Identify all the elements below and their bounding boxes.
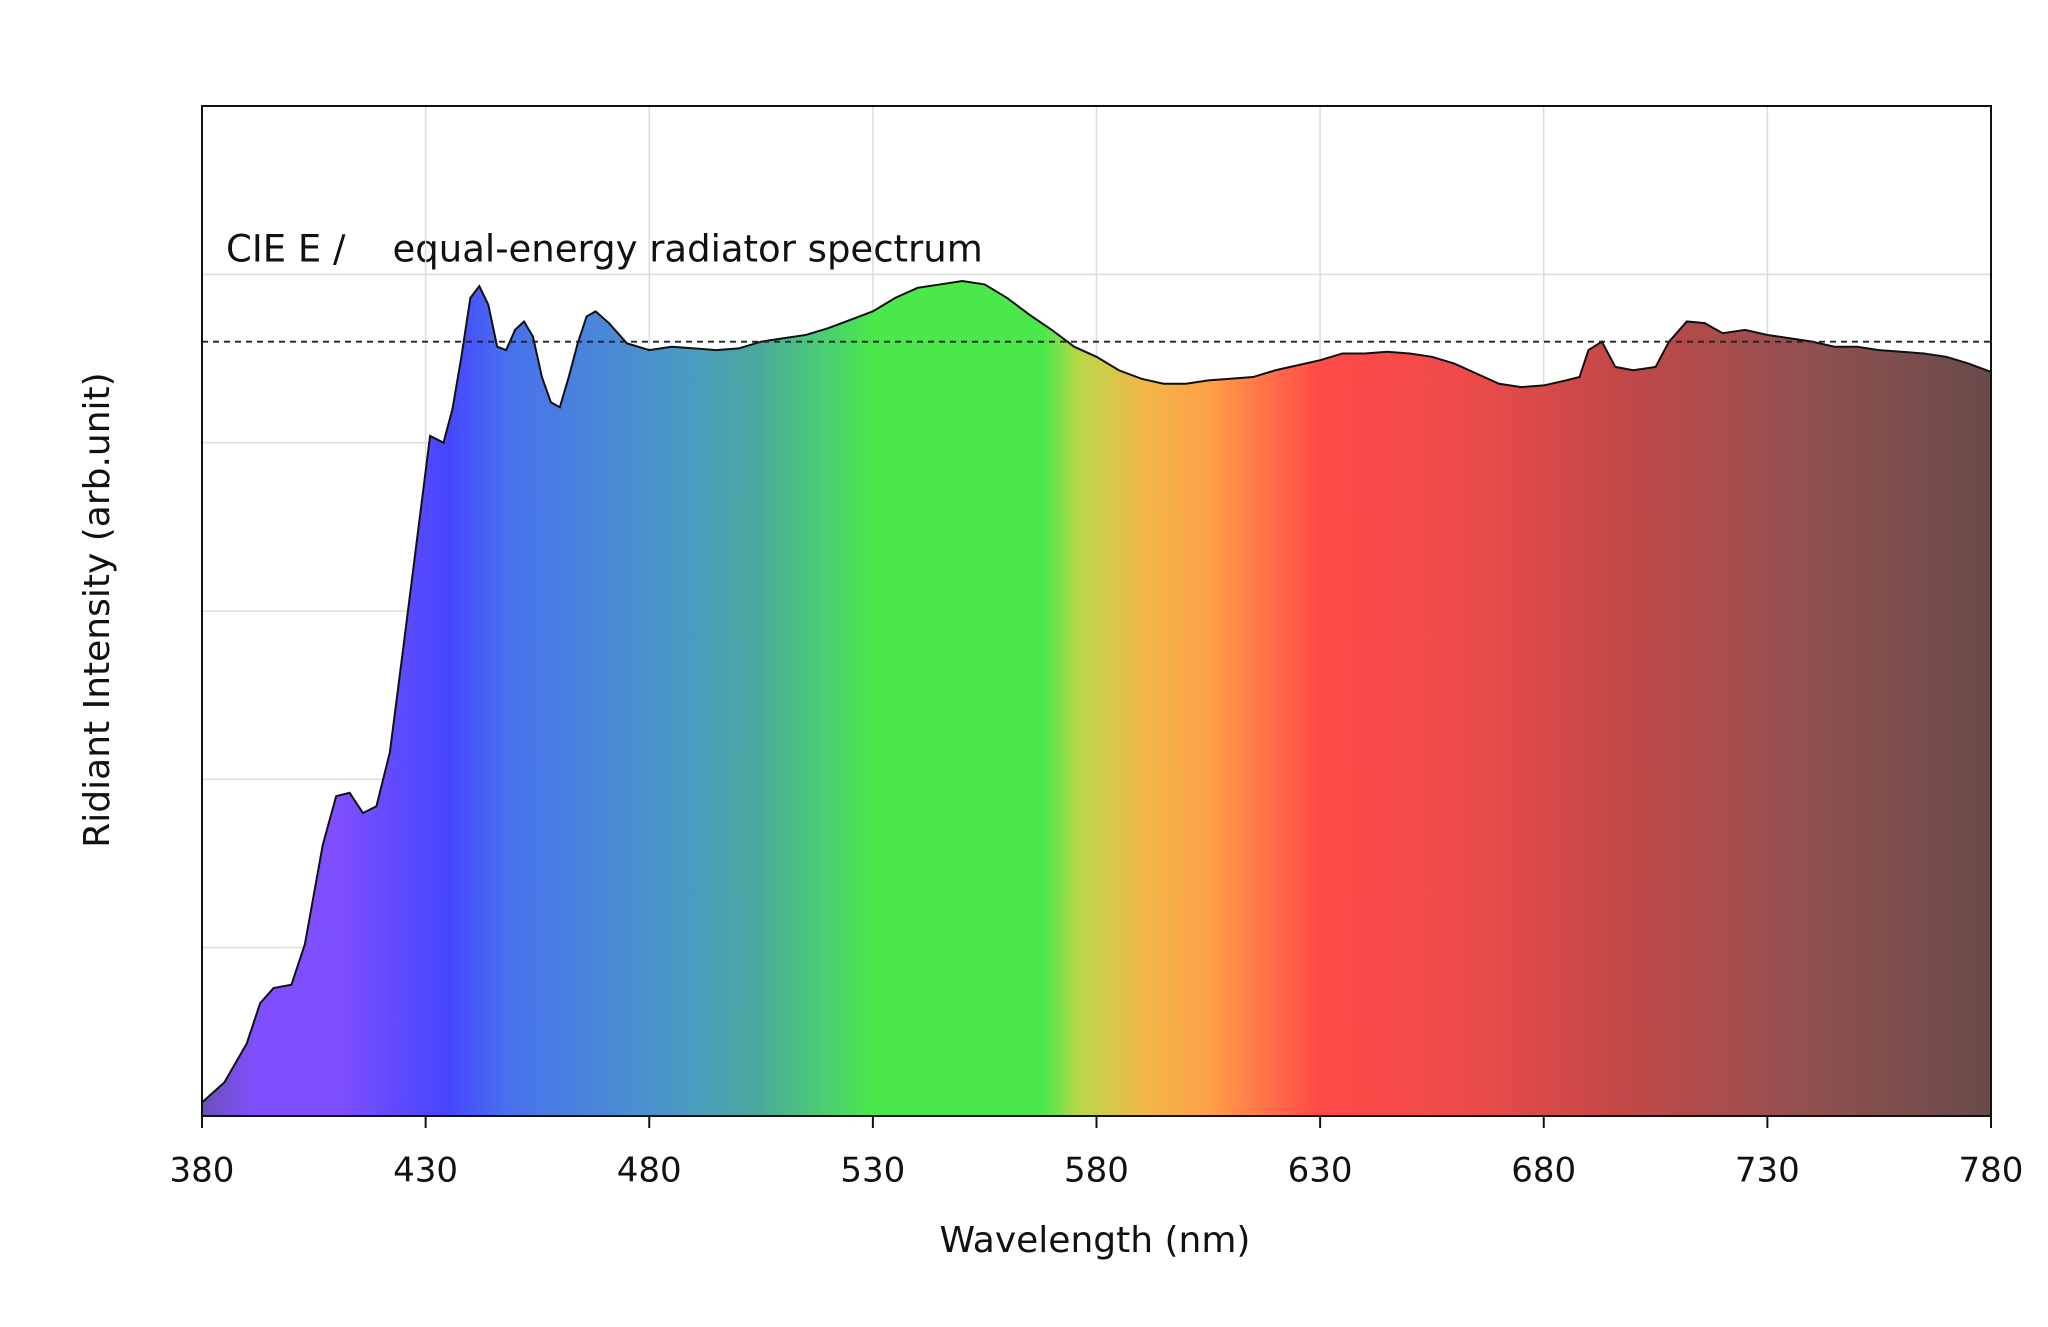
x-tick-label: 730 (1735, 1151, 1800, 1191)
x-tick-label: 380 (170, 1151, 235, 1191)
x-tick-label: 430 (393, 1151, 458, 1191)
x-tick-label: 680 (1511, 1151, 1576, 1191)
x-tick-label: 480 (617, 1151, 682, 1191)
y-axis-label: Ridiant Intensity (arb.unit) (77, 372, 118, 847)
x-tick-label: 530 (840, 1151, 905, 1191)
x-tick-label: 580 (1064, 1151, 1129, 1191)
x-tick-label: 630 (1288, 1151, 1353, 1191)
x-tick-label: 780 (1959, 1151, 2024, 1191)
spectrum-area (202, 281, 1991, 1116)
spectrum-line (201, 280, 1992, 1104)
x-axis-label: Wavelength (nm) (940, 1220, 1251, 1261)
chart-title: CIE E / equal-energy radiator spectrum (226, 228, 983, 271)
